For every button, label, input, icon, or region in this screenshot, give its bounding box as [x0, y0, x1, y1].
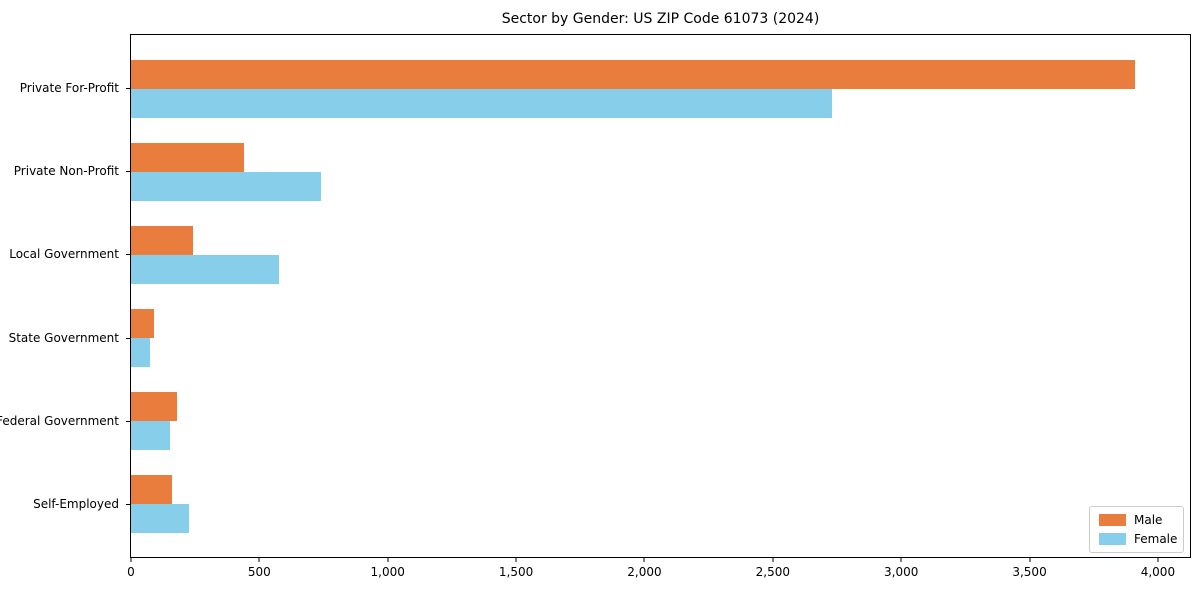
- legend-label: Female: [1134, 532, 1178, 546]
- bar-female-federal-government: [131, 420, 170, 450]
- y-tick-mark: [126, 254, 130, 256]
- bar-female-self-employed: [131, 503, 189, 533]
- y-axis-label-federal-government: Federal Government: [0, 379, 130, 462]
- y-axis-label-private-for-profit: Private For-Profit: [0, 46, 130, 129]
- x-tick-label: 3,500: [1012, 565, 1047, 579]
- bar-female-local-government: [131, 254, 279, 284]
- x-tick-label: 4,000: [1140, 565, 1176, 579]
- x-tick-mark: [130, 558, 132, 562]
- bar-group-local-government: [131, 213, 1190, 296]
- x-tick-mark: [772, 558, 774, 562]
- bar-group-state-government: [131, 296, 1190, 379]
- legend-label: Male: [1134, 513, 1163, 527]
- x-tick-mark: [515, 558, 517, 562]
- x-tick-label: 1,500: [498, 565, 534, 579]
- y-axis-label-text: Private Non-Profit: [13, 163, 119, 178]
- y-tick-mark: [126, 337, 130, 339]
- y-axis-label-text: Private For-Profit: [19, 80, 119, 95]
- y-axis-label-state-government: State Government: [0, 296, 130, 379]
- bar-male-local-government: [131, 225, 193, 255]
- legend-swatch-male: [1099, 514, 1126, 526]
- y-tick-mark: [126, 504, 130, 506]
- bar-group-private-non-profit: [131, 130, 1190, 213]
- y-tick-mark: [126, 87, 130, 89]
- bar-male-state-government: [131, 308, 155, 338]
- x-tick-label: 500: [247, 565, 271, 579]
- y-tick-mark: [126, 170, 130, 172]
- legend-swatch-female: [1099, 533, 1126, 545]
- y-axis-label-self-employed: Self-Employed: [0, 463, 130, 546]
- bar-male-private-for-profit: [131, 59, 1135, 89]
- x-tick-label: 2,500: [755, 565, 790, 579]
- bar-male-self-employed: [131, 474, 173, 504]
- bar-group-private-for-profit: [131, 47, 1190, 130]
- bar-female-state-government: [131, 337, 151, 367]
- x-tick-label: 1,000: [370, 565, 405, 579]
- x-tick-mark: [1029, 558, 1031, 562]
- x-tick-label: 0: [127, 565, 135, 579]
- x-tick-label: 3,000: [883, 565, 919, 579]
- bar-group-self-employed: [131, 462, 1190, 545]
- y-tick-mark: [126, 420, 130, 422]
- bar-male-federal-government: [131, 391, 178, 421]
- y-axis-label-text: Local Government: [9, 247, 119, 262]
- legend-item-male: Male: [1099, 513, 1174, 527]
- x-tick-label: 2,000: [627, 565, 662, 579]
- y-axis-label-local-government: Local Government: [0, 213, 130, 296]
- x-tick-mark: [900, 558, 902, 562]
- x-tick-mark: [1157, 558, 1159, 562]
- x-axis: 0 500 1,000 1,500 2,000 2,500 3,000 3,500 4,000: [127, 558, 1190, 590]
- bar-male-private-non-profit: [131, 142, 244, 172]
- y-axis-label-private-non-profit: Private Non-Profit: [0, 129, 130, 212]
- legend: Male Female: [1089, 506, 1184, 553]
- y-axis-label-text: Federal Government: [0, 413, 119, 428]
- y-axis-label-text: State Government: [8, 330, 119, 345]
- chart-title: Sector by Gender: US ZIP Code 61073 (202…: [501, 11, 820, 27]
- y-axis: Private For-Profit Private Non-Profit Loca…: [0, 34, 130, 558]
- bar-female-private-for-profit: [131, 88, 832, 118]
- x-tick-mark: [387, 558, 389, 562]
- x-tick-mark: [643, 558, 645, 562]
- x-tick-mark: [258, 558, 260, 562]
- plot-area: [130, 34, 1191, 558]
- bar-group-federal-government: [131, 379, 1190, 462]
- legend-item-female: Female: [1099, 532, 1178, 546]
- bar-female-private-non-profit: [131, 171, 321, 201]
- y-axis-label-text: Self-Employed: [33, 497, 119, 512]
